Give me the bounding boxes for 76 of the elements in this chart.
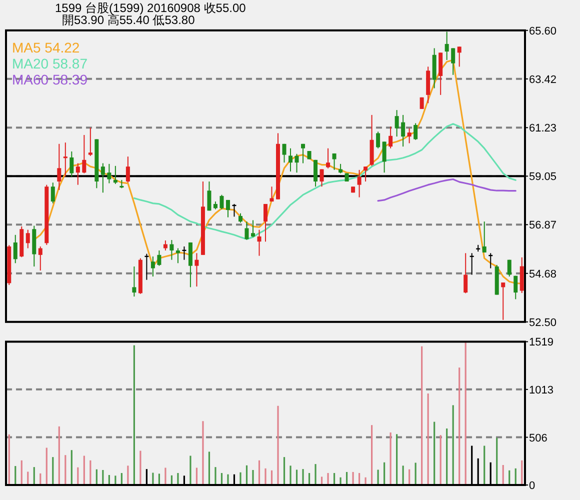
y-tick-label: 56.87 bbox=[529, 220, 557, 232]
candlestick bbox=[364, 166, 368, 182]
candlestick bbox=[482, 221, 486, 253]
candlestick bbox=[26, 229, 30, 249]
y-tick-label: 506 bbox=[529, 432, 548, 444]
y-tick-label: 1013 bbox=[529, 384, 554, 396]
candlestick bbox=[57, 143, 62, 190]
candlestick bbox=[113, 165, 118, 184]
candlestick bbox=[320, 168, 324, 188]
candlestick bbox=[88, 127, 92, 156]
candlestick bbox=[282, 143, 286, 164]
candlestick bbox=[414, 122, 418, 140]
candlestick bbox=[382, 141, 386, 174]
line-series bbox=[377, 178, 516, 202]
candlestick bbox=[407, 128, 412, 144]
candlestick bbox=[294, 153, 299, 174]
candlestick bbox=[257, 229, 262, 256]
candlestick bbox=[76, 162, 80, 186]
y-tick-label: 63.42 bbox=[529, 74, 557, 86]
candlestick bbox=[270, 186, 274, 202]
candlestick bbox=[264, 203, 268, 242]
line-series bbox=[133, 123, 516, 240]
candlestick bbox=[188, 242, 192, 288]
candlestick bbox=[288, 148, 293, 172]
candlestick bbox=[82, 134, 86, 174]
candlestick bbox=[501, 282, 506, 320]
candlestick bbox=[150, 256, 155, 278]
candlestick bbox=[401, 114, 406, 148]
y-tick-label: 52.50 bbox=[529, 316, 557, 329]
candlestick bbox=[326, 148, 330, 169]
y-tick-label: 65.60 bbox=[529, 25, 557, 38]
candlestick bbox=[451, 48, 456, 76]
candlestick bbox=[170, 240, 174, 260]
y-tick-label: 59.05 bbox=[529, 171, 557, 184]
candlestick bbox=[388, 126, 393, 149]
candlestick bbox=[194, 252, 199, 288]
candlestick bbox=[357, 169, 362, 198]
candlestick bbox=[314, 159, 318, 188]
candlestick bbox=[244, 221, 249, 240]
text: MA60 58.39 bbox=[12, 71, 88, 88]
y-tick-label: 0 bbox=[529, 480, 536, 492]
candlestick bbox=[226, 199, 230, 218]
candlestick bbox=[38, 246, 42, 271]
candlestick bbox=[238, 212, 242, 224]
candlestick bbox=[107, 163, 112, 184]
candlestick bbox=[132, 266, 136, 298]
candlestick bbox=[338, 163, 343, 174]
candlestick bbox=[438, 52, 443, 96]
candlestick bbox=[70, 150, 74, 178]
candlestick bbox=[332, 152, 336, 170]
candlestick bbox=[444, 31, 449, 60]
candlestick bbox=[301, 143, 306, 164]
candlestick bbox=[250, 220, 255, 238]
candlestick bbox=[126, 156, 130, 184]
text: MA20 58.87 bbox=[12, 55, 88, 72]
candlestick bbox=[507, 259, 512, 278]
y-tick-label: 61.23 bbox=[529, 122, 557, 135]
candlestick bbox=[100, 162, 105, 194]
text: MA5 54.22 bbox=[12, 39, 80, 56]
y-tick-label: 54.68 bbox=[529, 268, 557, 280]
candlestick bbox=[376, 131, 380, 149]
candlestick bbox=[63, 142, 68, 178]
candlestick bbox=[176, 248, 180, 264]
candlestick bbox=[157, 250, 162, 266]
candlestick bbox=[394, 110, 399, 138]
candlestick bbox=[13, 234, 18, 264]
chart-title: 1599 台股(1599) 20160908 收55.00 bbox=[55, 1, 246, 15]
candlestick bbox=[457, 46, 462, 68]
candlestick bbox=[207, 180, 212, 212]
candlestick bbox=[50, 182, 55, 204]
candlestick bbox=[514, 275, 518, 300]
chart-subtitle: 開53.90 高55.40 低53.80 bbox=[62, 13, 196, 27]
candlestick bbox=[220, 194, 224, 210]
y-tick-label: 1519 bbox=[529, 336, 554, 349]
candlestick bbox=[464, 252, 468, 294]
candlestick bbox=[163, 240, 168, 251]
